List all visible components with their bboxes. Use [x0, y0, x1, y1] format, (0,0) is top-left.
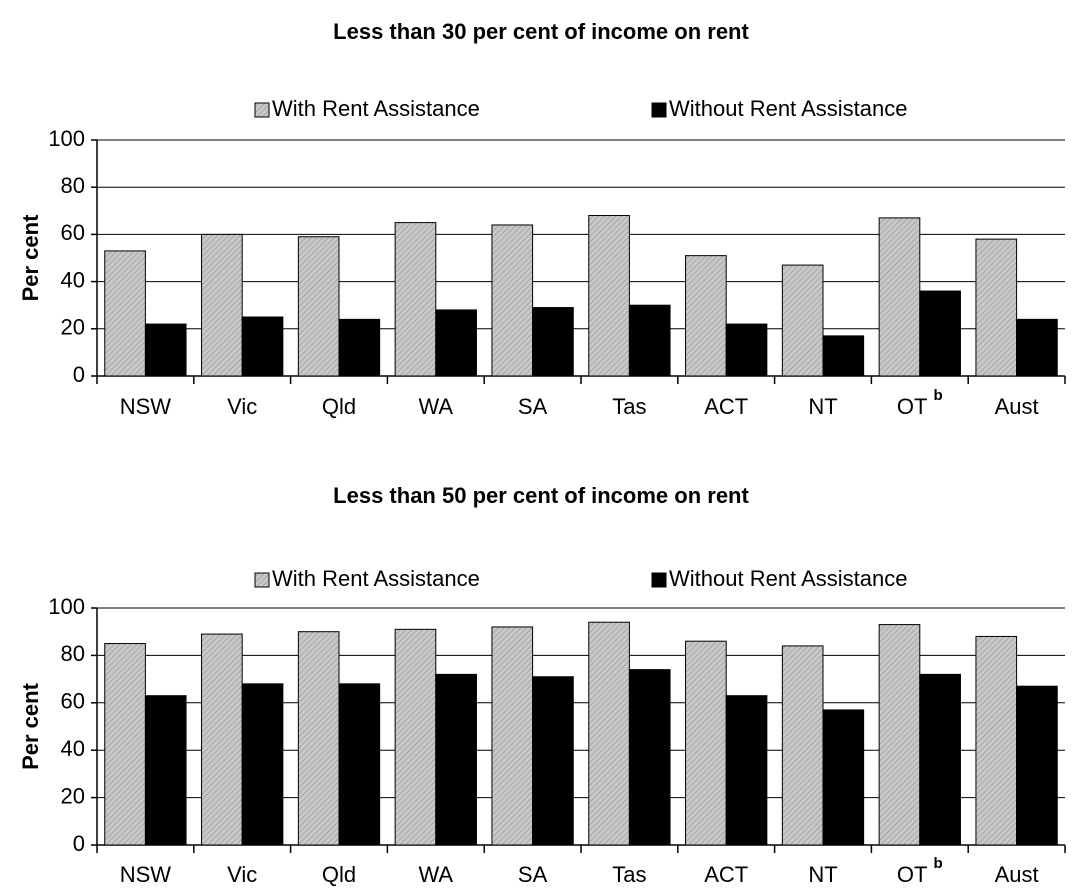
x-tick-label: OT b	[897, 855, 943, 887]
x-tick-label: ACT	[704, 862, 748, 887]
bar	[588, 215, 630, 377]
bar	[532, 307, 574, 377]
bar	[144, 695, 187, 846]
legend-label: Without Rent Assistance	[669, 566, 907, 591]
bar	[878, 624, 921, 846]
y-tick-label: 40	[61, 736, 85, 761]
bar	[1016, 685, 1058, 846]
x-tick-label: Aust	[995, 394, 1039, 419]
y-tick-label: 0	[73, 362, 85, 387]
bar	[144, 323, 187, 377]
bar	[685, 255, 727, 377]
bar	[491, 224, 534, 377]
y-tick-label: 60	[61, 689, 85, 714]
bar	[338, 318, 381, 377]
x-tick-label-text: OT	[897, 394, 928, 419]
y-tick-label: 80	[61, 173, 85, 198]
y-tick-label: 100	[48, 126, 85, 151]
x-tick-label: NT	[808, 862, 837, 887]
bar	[104, 643, 146, 846]
y-tick-label: 0	[73, 831, 85, 856]
chart-title: Less than 30 per cent of income on rent	[333, 19, 749, 44]
bar	[685, 640, 727, 846]
x-tick-label: ACT	[704, 394, 748, 419]
x-tick-label: NT	[808, 394, 837, 419]
bar	[919, 673, 961, 846]
chart-title: Less than 50 per cent of income on rent	[333, 483, 749, 508]
bar	[241, 683, 284, 846]
x-tick-label-text: OT	[897, 862, 928, 887]
bar	[491, 626, 534, 846]
bar	[201, 233, 243, 377]
legend-label: Without Rent Assistance	[669, 96, 907, 121]
bar	[781, 645, 824, 846]
x-tick-label: OT b	[897, 387, 943, 419]
legend-swatch	[254, 102, 270, 118]
bar	[919, 290, 961, 377]
bar	[878, 217, 921, 377]
x-tick-label: WA	[418, 862, 453, 887]
bar	[975, 635, 1018, 846]
y-axis-label: Per cent	[18, 682, 43, 769]
y-tick-label: 40	[61, 267, 85, 292]
x-tick-label: SA	[518, 394, 548, 419]
bar	[297, 236, 340, 377]
legend-label: With Rent Assistance	[272, 96, 480, 121]
bar	[104, 250, 146, 377]
bar	[338, 683, 381, 846]
x-tick-label: Vic	[227, 862, 257, 887]
y-tick-label: 20	[61, 783, 85, 808]
y-axis-label: Per cent	[18, 214, 43, 301]
bar	[822, 335, 865, 377]
y-tick-label: 100	[48, 594, 85, 619]
bar	[394, 628, 437, 846]
bar	[628, 669, 671, 846]
bar	[241, 316, 284, 377]
y-tick-label: 20	[61, 315, 85, 340]
bar	[588, 621, 630, 846]
bar	[297, 631, 340, 846]
bar	[435, 673, 477, 846]
bar	[532, 676, 574, 846]
bar	[628, 304, 671, 377]
bar	[725, 323, 768, 377]
x-tick-label: Tas	[612, 394, 646, 419]
legend-swatch	[651, 572, 667, 588]
bar	[394, 222, 437, 377]
bar	[435, 309, 477, 377]
bar	[781, 264, 824, 377]
bar	[201, 633, 243, 846]
bar	[725, 695, 768, 846]
bar	[822, 709, 865, 846]
x-tick-label: WA	[418, 394, 453, 419]
x-tick-label: Qld	[322, 394, 356, 419]
x-tick-label: Vic	[227, 394, 257, 419]
x-tick-label: Qld	[322, 862, 356, 887]
y-tick-label: 80	[61, 641, 85, 666]
x-tick-label: SA	[518, 862, 548, 887]
legend-label: With Rent Assistance	[272, 566, 480, 591]
legend-swatch	[254, 572, 270, 588]
y-tick-label: 60	[61, 220, 85, 245]
x-tick-label: NSW	[120, 862, 172, 887]
x-tick-label: Tas	[612, 862, 646, 887]
legend-swatch	[651, 102, 667, 118]
bar	[1016, 318, 1058, 377]
x-tick-label-superscript: b	[933, 387, 942, 404]
x-tick-label-superscript: b	[933, 855, 942, 872]
x-tick-label: NSW	[120, 394, 172, 419]
bar	[975, 238, 1018, 377]
x-tick-label: Aust	[995, 862, 1039, 887]
